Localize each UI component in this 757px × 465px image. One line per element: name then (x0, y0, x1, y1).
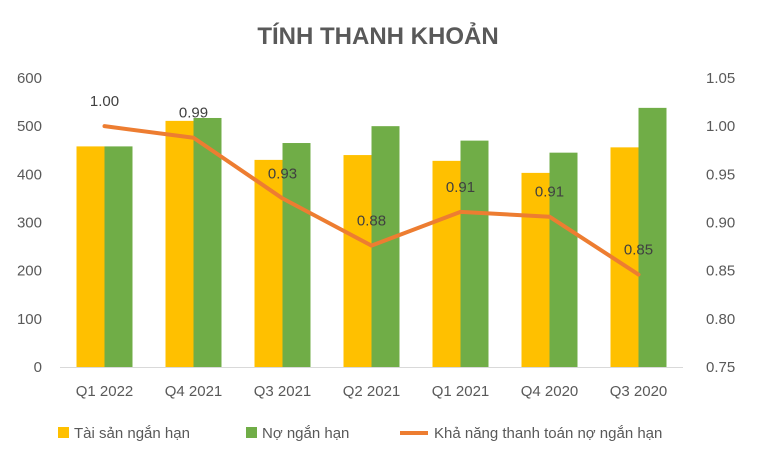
data-label-1: 0.99 (179, 105, 208, 122)
bar-no-ngan-han-6 (638, 107, 667, 367)
x-tick-2: Q3 2021 (254, 383, 312, 400)
data-label-6: 0.85 (624, 242, 653, 259)
x-tick-3: Q2 2021 (343, 383, 401, 400)
x-tick-0: Q1 2022 (76, 383, 134, 400)
y-right-tick-3: 0.90 (706, 215, 735, 232)
data-label-3: 0.88 (357, 213, 386, 230)
legend-label-1: Nợ ngắn hạn (262, 425, 349, 442)
bar-tai-san-ngan-han-0 (76, 146, 105, 367)
y-right-tick-0: 0.75 (706, 359, 735, 376)
y-left-tick-2: 200 (17, 263, 42, 280)
y-left-tick-3: 300 (17, 215, 42, 232)
y-left-tick-5: 500 (17, 118, 42, 135)
bar-tai-san-ngan-han-1 (165, 120, 194, 367)
bar-tai-san-ngan-han-3 (343, 155, 372, 367)
y-right-tick-6: 1.05 (706, 70, 735, 87)
x-tick-6: Q3 2020 (610, 383, 668, 400)
chart-title: TÍNH THANH KHOẢN (257, 21, 498, 50)
legend-label-0: Tài sản ngắn hạn (74, 425, 190, 442)
y-left-tick-4: 400 (17, 166, 42, 183)
y-left-tick-1: 100 (17, 311, 42, 328)
y-right-tick-4: 0.95 (706, 166, 735, 183)
data-label-5: 0.91 (535, 184, 564, 201)
x-tick-4: Q1 2021 (432, 383, 490, 400)
bar-no-ngan-han-5 (549, 152, 578, 367)
y-right-tick-1: 0.80 (706, 311, 735, 328)
bar-tai-san-ngan-han-5 (521, 172, 550, 367)
bar-tai-san-ngan-han-4 (432, 160, 461, 367)
bar-no-ngan-han-0 (104, 146, 133, 367)
bar-no-ngan-han-3 (371, 126, 400, 368)
bar-no-ngan-han-4 (460, 140, 489, 367)
bar-no-ngan-han-2 (282, 143, 311, 367)
y-left-tick-0: 0 (34, 359, 42, 376)
line-kha-nang-thanh-toan (102, 124, 641, 277)
y-left-tick-6: 600 (17, 70, 42, 87)
axis-layer: 0 100 200 300 400 500 600 0.75 0.80 0.85 0.90 0.95 1… (17, 70, 735, 400)
y-right-tick-2: 0.85 (706, 263, 735, 280)
y-right-tick-5: 1.00 (706, 118, 735, 135)
x-tick-1: Q4 2021 (165, 383, 223, 400)
legend-swatch-0 (58, 427, 69, 438)
legend-swatch-1 (246, 427, 257, 438)
data-labels-layer: 1.00 0.99 0.93 0.88 0.91 0.91 0.85 (90, 93, 653, 258)
legend-label-2: Khả năng thanh toán nợ ngắn hạn (434, 425, 662, 442)
legend: Tài sản ngắn hạn Nợ ngắn hạn Khả năng than… (58, 425, 662, 442)
data-label-2: 0.93 (268, 165, 297, 182)
x-tick-5: Q4 2020 (521, 383, 579, 400)
data-label-4: 0.91 (446, 179, 475, 196)
data-label-0: 1.00 (90, 93, 119, 110)
bar-no-ngan-han-1 (193, 117, 222, 367)
line-layer (102, 124, 641, 277)
bars-layer (76, 107, 667, 368)
